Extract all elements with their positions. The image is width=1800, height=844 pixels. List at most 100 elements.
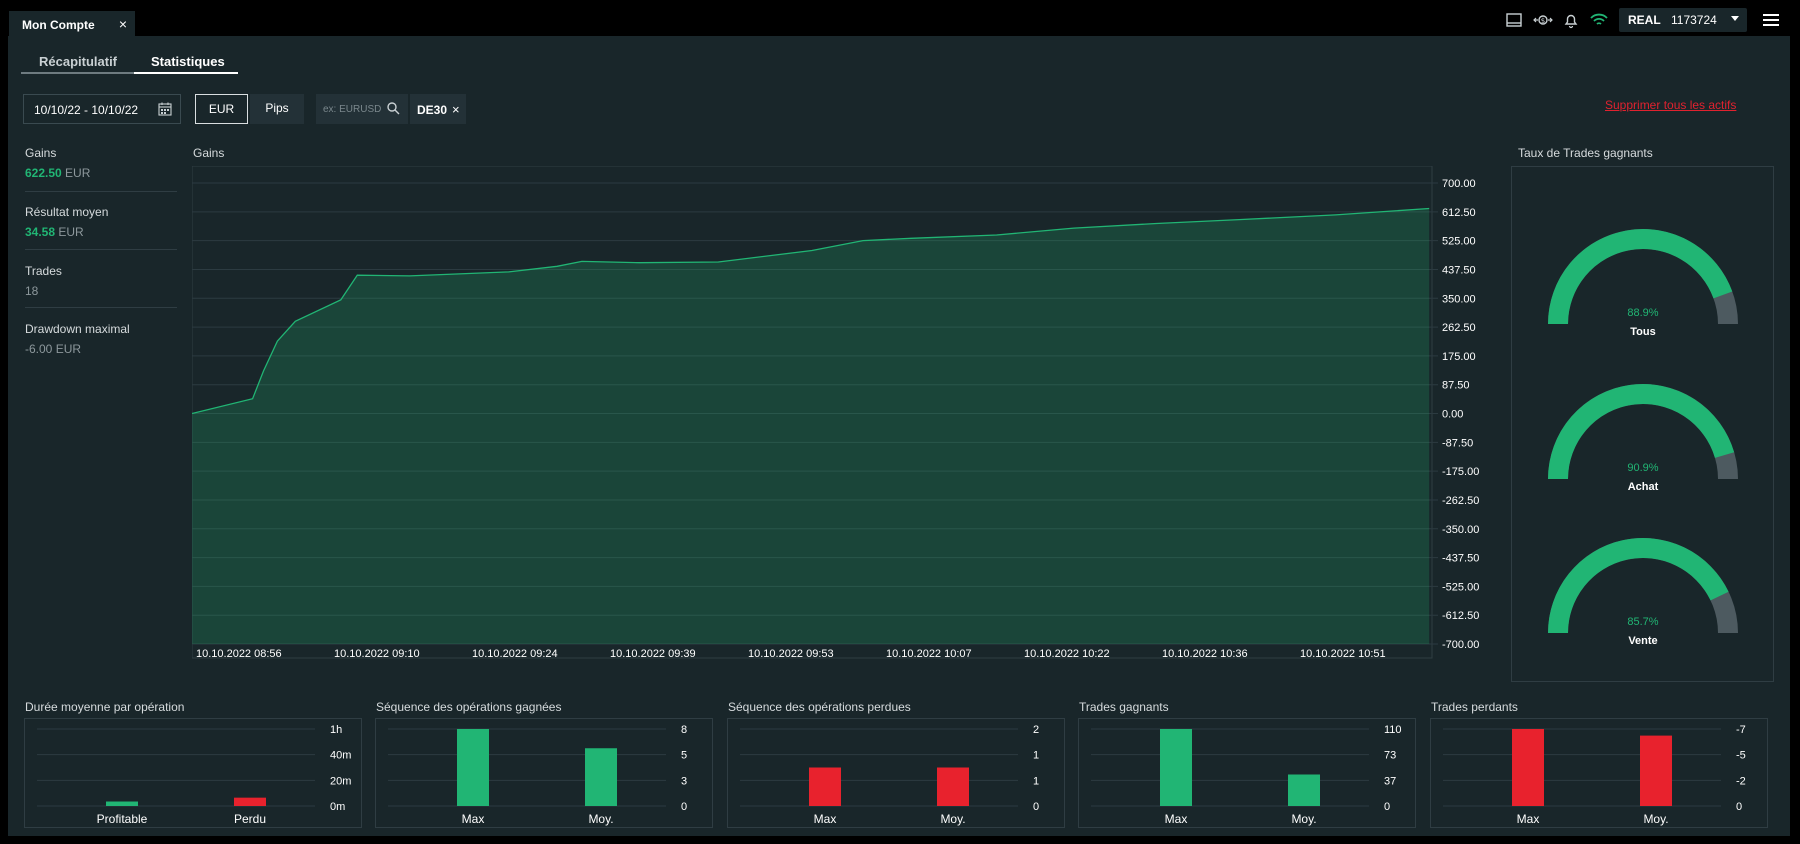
top-bar: Mon Compte × $ REAL 1173724 bbox=[0, 0, 1800, 37]
y-tick-label: -2 bbox=[1736, 775, 1746, 787]
date-range-value: 10/10/22 - 10/10/22 bbox=[34, 103, 139, 117]
remove-asset-icon[interactable]: × bbox=[452, 102, 460, 117]
delete-all-assets-link[interactable]: Supprimer tous les actifs bbox=[1605, 98, 1737, 112]
y-tick-label: 73 bbox=[1384, 750, 1396, 762]
x-tick-label: 10.10.2022 10:07 bbox=[886, 648, 972, 660]
money-transfer-icon[interactable]: $ bbox=[1533, 10, 1553, 30]
bell-icon[interactable] bbox=[1561, 10, 1581, 30]
gains-area bbox=[192, 208, 1430, 644]
asset-search bbox=[316, 94, 408, 124]
divider bbox=[25, 191, 177, 192]
asset-chip: DE30 × bbox=[410, 94, 466, 124]
y-tick-label: -437.50 bbox=[1442, 553, 1479, 565]
y-tick-label: 262.50 bbox=[1442, 322, 1476, 334]
y-tick-label: 0m bbox=[330, 801, 345, 813]
x-tick-label: 10.10.2022 08:56 bbox=[196, 648, 282, 660]
gauge-fill bbox=[1548, 384, 1735, 480]
gauge-name: Tous bbox=[1630, 326, 1655, 338]
stat-value: 622.50 bbox=[25, 166, 62, 180]
bar bbox=[585, 748, 617, 806]
x-category-label: Moy. bbox=[1643, 812, 1668, 826]
bar bbox=[106, 801, 138, 806]
stat-label: Trades bbox=[25, 264, 62, 278]
y-tick-label: 40m bbox=[330, 750, 351, 762]
gauge-fill bbox=[1548, 229, 1733, 325]
losing-trades-bar-chart: -7 -5 -2 0 Max Moy. bbox=[1430, 718, 1768, 828]
y-tick-label: 37 bbox=[1384, 775, 1396, 787]
stat-drawdown: Drawdown maximal -6.00 EUR bbox=[25, 322, 177, 356]
y-tick-label: 20m bbox=[330, 775, 351, 787]
y-tick-label: 700.00 bbox=[1442, 178, 1476, 190]
account-number: 1173724 bbox=[1671, 13, 1717, 27]
y-tick-label: 612.50 bbox=[1442, 207, 1476, 219]
loss-streak-bar-chart: 2 1 1 0 Max Moy. bbox=[727, 718, 1065, 828]
y-tick-label: 3 bbox=[681, 775, 687, 787]
duration-bar-chart: 1h 40m 20m 0m Profitable Perdu bbox=[24, 718, 362, 828]
x-tick-label: 10.10.2022 09:53 bbox=[748, 648, 834, 660]
y-tick-label: 110 bbox=[1384, 724, 1402, 736]
subtab-active-underline bbox=[134, 72, 238, 74]
bar-chart-title: Séquence des opérations perdues bbox=[728, 700, 911, 714]
asset-search-input[interactable] bbox=[323, 102, 385, 116]
y-tick-label: 525.00 bbox=[1442, 236, 1476, 248]
close-tab-icon[interactable]: × bbox=[118, 16, 127, 32]
y-tick-label: -612.50 bbox=[1442, 610, 1479, 622]
y-tick-label: -262.50 bbox=[1442, 495, 1479, 507]
x-tick-label: 10.10.2022 10:22 bbox=[1024, 648, 1110, 660]
stat-unit: EUR bbox=[58, 225, 84, 239]
tab-title: Mon Compte bbox=[22, 18, 95, 32]
x-category-label: Max bbox=[462, 812, 485, 826]
gains-line bbox=[192, 207, 1430, 415]
x-tick-label: 10.10.2022 09:39 bbox=[610, 648, 696, 660]
stat-value: 34.58 bbox=[25, 225, 56, 239]
y-tick-label: 87.50 bbox=[1442, 380, 1470, 392]
x-category-label: Max bbox=[814, 812, 837, 826]
bar bbox=[1160, 729, 1192, 806]
tab-mon-compte[interactable]: Mon Compte × bbox=[9, 11, 135, 37]
gauge-all: 88.9% Tous bbox=[1548, 229, 1738, 338]
gauge-percent: 88.9% bbox=[1627, 307, 1658, 319]
y-tick-label: -5 bbox=[1736, 750, 1746, 762]
x-tick-label: 10.10.2022 10:36 bbox=[1162, 648, 1248, 660]
stat-unit: EUR bbox=[65, 166, 91, 180]
y-tick-label: 350.00 bbox=[1442, 293, 1476, 305]
menu-icon[interactable] bbox=[1763, 14, 1779, 26]
date-range-picker[interactable]: 10/10/22 - 10/10/22 bbox=[23, 94, 181, 124]
stat-resultat-moyen: Résultat moyen 34.58 EUR bbox=[25, 205, 177, 239]
x-tick-label: 10.10.2022 10:51 bbox=[1300, 648, 1386, 660]
search-icon[interactable] bbox=[386, 101, 400, 115]
gauge-percent: 85.7% bbox=[1627, 616, 1658, 628]
y-tick-label: 8 bbox=[681, 724, 687, 736]
unit-eur-button[interactable]: EUR bbox=[195, 94, 248, 124]
account-type: REAL bbox=[1628, 13, 1661, 27]
bar bbox=[1288, 774, 1320, 806]
stat-gains: Gains 622.50 EUR bbox=[25, 146, 177, 180]
y-tick-label: 0 bbox=[681, 801, 687, 813]
asset-chip-label: DE30 bbox=[417, 103, 448, 117]
y-tick-label: -87.50 bbox=[1442, 437, 1473, 449]
y-tick-label: 1 bbox=[1033, 775, 1039, 787]
y-tick-label: 1h bbox=[330, 724, 342, 736]
bar-chart-title: Trades perdants bbox=[1431, 700, 1518, 714]
stat-trades: Trades 18 bbox=[25, 264, 177, 298]
gains-chart: 700.00 612.50 525.00 437.50 350.00 262.50 175.… bbox=[192, 166, 1479, 660]
y-tick-label: 437.50 bbox=[1442, 264, 1476, 276]
x-tick-label: 10.10.2022 09:10 bbox=[334, 648, 420, 660]
account-selector[interactable]: REAL 1173724 bbox=[1619, 8, 1747, 32]
x-category-label: Profitable bbox=[97, 812, 148, 826]
layout-icon[interactable] bbox=[1504, 10, 1524, 30]
stat-label: Gains bbox=[25, 146, 57, 160]
subtab-statistiques[interactable]: Statistiques bbox=[151, 54, 225, 69]
gauge-name: Vente bbox=[1628, 635, 1657, 647]
y-tick-label: -7 bbox=[1736, 724, 1746, 736]
gauge-buy: 90.9% Achat bbox=[1548, 384, 1738, 493]
x-category-label: Perdu bbox=[234, 812, 266, 826]
main-panel: Récapitulatif Statistiques 10/10/22 - 10… bbox=[8, 36, 1790, 836]
x-category-label: Moy. bbox=[588, 812, 613, 826]
gauge-fill bbox=[1548, 538, 1729, 634]
x-tick-label: 10.10.2022 09:24 bbox=[472, 648, 558, 660]
subtab-recapitulatif[interactable]: Récapitulatif bbox=[39, 54, 118, 69]
svg-text:$: $ bbox=[1541, 17, 1545, 25]
calendar-icon bbox=[158, 102, 172, 116]
unit-pips-button[interactable]: Pips bbox=[250, 94, 304, 124]
